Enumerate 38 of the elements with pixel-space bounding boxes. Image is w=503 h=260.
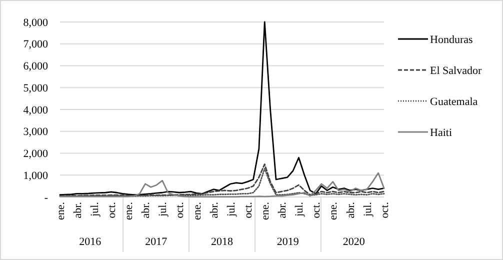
text: 2019 xyxy=(276,236,300,248)
x-tick-label: oct. xyxy=(106,202,118,218)
text: 2017 xyxy=(145,236,168,248)
y-tick-label: 4,000 xyxy=(23,104,48,116)
text: 2020 xyxy=(342,236,366,248)
x-tick-label: abr. xyxy=(344,202,357,218)
x-tick-label: abr. xyxy=(276,202,289,218)
x-tick-label: abr. xyxy=(208,202,220,218)
x-tick-label: ene. xyxy=(123,202,136,220)
x-tick-label: ene. xyxy=(328,202,340,220)
text: 2018 xyxy=(211,236,234,248)
x-tick-label: jul. xyxy=(225,202,238,218)
y-tick-label: 5,000 xyxy=(23,82,48,94)
y-tick-label: 8,000 xyxy=(23,16,48,29)
y-tick-label: 6,000 xyxy=(23,60,48,73)
x-tick-label: abr. xyxy=(140,202,152,218)
x-tick-label: ene. xyxy=(259,202,272,220)
x-tick-label: ene. xyxy=(54,202,67,220)
x-tick-label: jul. xyxy=(362,202,374,218)
x-tick-label: jul. xyxy=(157,202,170,218)
legend-label: Haiti xyxy=(430,126,452,139)
y-tick-label: 7,000 xyxy=(23,38,48,51)
x-tick-label: jul. xyxy=(294,202,306,218)
y-tick-label: 1,000 xyxy=(23,170,48,182)
y-tick-label: 3,000 xyxy=(23,126,48,138)
y-tick-label: - xyxy=(44,192,48,204)
text: 2016 xyxy=(79,236,102,248)
x-tick-label: jul. xyxy=(88,202,101,218)
x-tick-label: oct. xyxy=(378,202,391,218)
legend-label: El Salvador xyxy=(430,64,482,77)
x-tick-label: oct. xyxy=(310,202,323,218)
x-tick-label: oct. xyxy=(174,202,186,218)
legend-label: Guatemala xyxy=(430,96,478,108)
x-tick-label: abr. xyxy=(72,202,84,218)
x-tick-label: oct. xyxy=(242,202,254,218)
y-tick-label: 2,000 xyxy=(23,148,48,160)
x-tick-label: ene. xyxy=(191,202,204,220)
legend-label: Honduras xyxy=(430,34,473,46)
